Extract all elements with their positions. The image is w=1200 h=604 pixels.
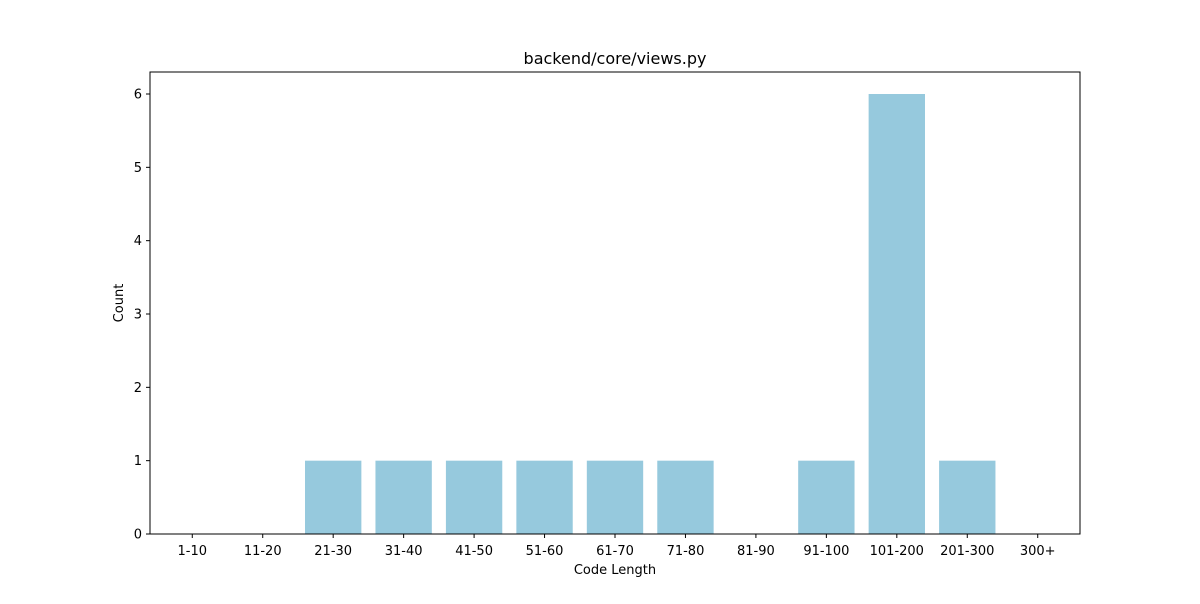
y-tick-label: 0 xyxy=(134,528,142,543)
y-axis-label: Count xyxy=(112,284,127,323)
x-tick-label: 51-60 xyxy=(526,544,564,559)
y-tick-label: 2 xyxy=(134,381,142,396)
bar-71-80 xyxy=(657,460,714,534)
bar-51-60 xyxy=(516,460,573,534)
x-tick-label: 81-90 xyxy=(737,544,775,559)
x-tick-label: 201-300 xyxy=(940,544,994,559)
x-axis-label: Code Length xyxy=(574,563,656,578)
x-tick-label: 71-80 xyxy=(667,544,705,559)
x-tick-label: 11-20 xyxy=(244,544,282,559)
x-tick-label: 31-40 xyxy=(385,544,423,559)
x-axis: 1-10 11-20 21-30 31-40 41-50 51-60 61-70 71-80 8… xyxy=(178,534,1056,559)
bar-31-40 xyxy=(375,460,432,534)
bar-21-30 xyxy=(305,460,362,534)
bar-91-100 xyxy=(798,460,855,534)
y-tick-label: 5 xyxy=(134,161,142,176)
chart-title: backend/core/views.py xyxy=(524,49,707,68)
x-tick-label: 61-70 xyxy=(596,544,634,559)
y-axis: 0 1 2 3 4 5 6 xyxy=(134,88,150,543)
x-tick-label: 91-100 xyxy=(803,544,849,559)
x-tick-label: 101-200 xyxy=(870,544,924,559)
bars-layer xyxy=(305,94,996,534)
x-tick-label: 1-10 xyxy=(178,544,208,559)
bar-101-200 xyxy=(868,94,925,534)
bar-41-50 xyxy=(445,460,503,534)
bar-61-70 xyxy=(586,460,644,534)
y-tick-label: 3 xyxy=(134,308,142,323)
x-tick-label: 41-50 xyxy=(455,544,493,559)
y-tick-label: 1 xyxy=(134,454,142,469)
x-tick-label: 21-30 xyxy=(314,544,352,559)
x-tick-label: 300+ xyxy=(1020,544,1056,559)
bar-201-300 xyxy=(939,460,996,534)
y-tick-label: 4 xyxy=(134,234,142,249)
y-tick-label: 6 xyxy=(134,88,142,103)
